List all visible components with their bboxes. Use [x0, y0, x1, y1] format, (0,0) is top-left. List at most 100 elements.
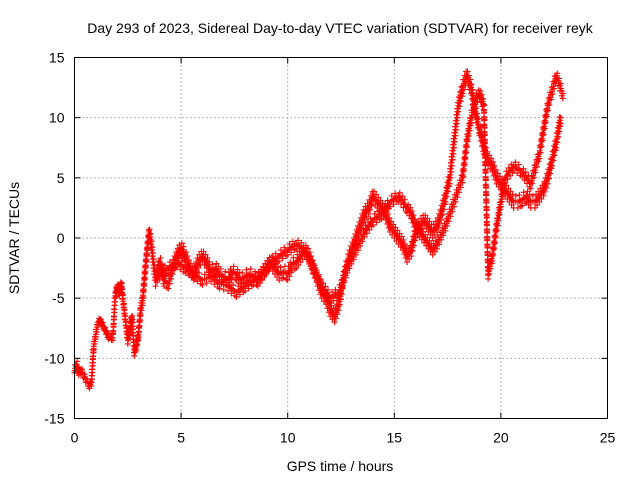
x-axis-label: GPS time / hours: [287, 458, 394, 474]
data-point: [247, 265, 254, 272]
data-point: [398, 233, 405, 240]
data-point: [417, 215, 424, 222]
data-point: [401, 196, 408, 203]
data-point: [184, 261, 191, 268]
data-point: [390, 221, 397, 228]
data-point: [512, 192, 519, 199]
data-point: [548, 165, 555, 172]
data-point: [459, 179, 466, 186]
data-point: [253, 279, 260, 286]
y-tick-label: 15: [49, 50, 65, 66]
data-point: [529, 192, 536, 199]
data-point: [533, 163, 540, 170]
data-point: [460, 167, 467, 174]
data-point: [458, 89, 465, 96]
data-point: [378, 215, 385, 222]
data-point: [352, 251, 359, 258]
data-point: [344, 269, 351, 276]
data-point: [137, 317, 144, 324]
data-point: [255, 268, 262, 275]
data-point: [538, 195, 545, 202]
data-point: [178, 240, 185, 247]
data-point: [540, 131, 547, 138]
data-point: [294, 237, 301, 244]
data-point: [442, 227, 449, 234]
data-point: [458, 93, 465, 100]
data-point: [392, 224, 399, 231]
data-point: [142, 263, 149, 270]
data-point: [450, 203, 457, 210]
data-point: [111, 309, 118, 316]
data-point: [483, 191, 490, 198]
data-point: [290, 254, 297, 261]
data-point: [413, 219, 420, 226]
data-point: [209, 270, 216, 277]
data-point: [112, 298, 119, 305]
data-point: [442, 192, 449, 199]
data-point: [494, 170, 501, 177]
data-point: [144, 245, 151, 252]
data-point: [469, 114, 476, 121]
data-point: [199, 281, 206, 288]
data-point: [357, 242, 364, 249]
data-point: [557, 114, 564, 121]
data-point: [284, 277, 291, 284]
data-point: [160, 273, 167, 280]
data-point: [276, 257, 283, 264]
data-point: [469, 86, 476, 93]
data-point: [505, 185, 512, 192]
data-point: [490, 251, 497, 258]
data-point: [470, 109, 477, 116]
data-point: [124, 340, 131, 347]
data-point: [200, 248, 207, 255]
data-point: [396, 189, 403, 196]
data-point: [394, 227, 401, 234]
data-point: [450, 150, 457, 157]
data-point: [493, 227, 500, 234]
data-point: [204, 254, 211, 261]
data-point: [527, 185, 534, 192]
data-point: [474, 116, 481, 123]
data-point: [88, 376, 95, 383]
data-point: [452, 198, 459, 205]
data-point: [529, 180, 536, 187]
data-point: [448, 162, 455, 169]
data-point: [192, 267, 199, 274]
data-point: [478, 134, 485, 141]
data-point: [367, 206, 374, 213]
data-point: [383, 208, 390, 215]
data-point: [399, 193, 406, 200]
data-point: [482, 161, 489, 168]
data-point: [463, 143, 470, 150]
data-point: [483, 221, 490, 228]
data-point: [543, 184, 550, 191]
data-point: [532, 169, 539, 176]
data-point: [530, 174, 537, 181]
data-point: [216, 285, 223, 292]
data-point: [438, 210, 445, 217]
data-point: [465, 72, 472, 79]
data-point: [457, 98, 464, 105]
data-point: [443, 187, 450, 194]
data-point: [272, 250, 279, 257]
data-point: [289, 238, 296, 245]
data-point: [536, 198, 543, 205]
data-point: [512, 159, 519, 166]
data-point: [444, 188, 451, 195]
data-point: [541, 188, 548, 195]
data-point: [460, 173, 467, 180]
data-point: [147, 230, 154, 237]
data-point: [178, 257, 185, 264]
data-point: [350, 256, 357, 263]
data-point: [485, 275, 492, 282]
data-point: [450, 144, 457, 151]
data-point: [295, 262, 302, 269]
data-point: [141, 275, 148, 282]
data-point: [535, 158, 542, 165]
data-point: [274, 274, 281, 281]
data-point: [288, 249, 295, 256]
data-point: [363, 230, 370, 237]
data-point: [89, 369, 96, 376]
data-point: [337, 289, 344, 296]
data-point: [409, 208, 416, 215]
